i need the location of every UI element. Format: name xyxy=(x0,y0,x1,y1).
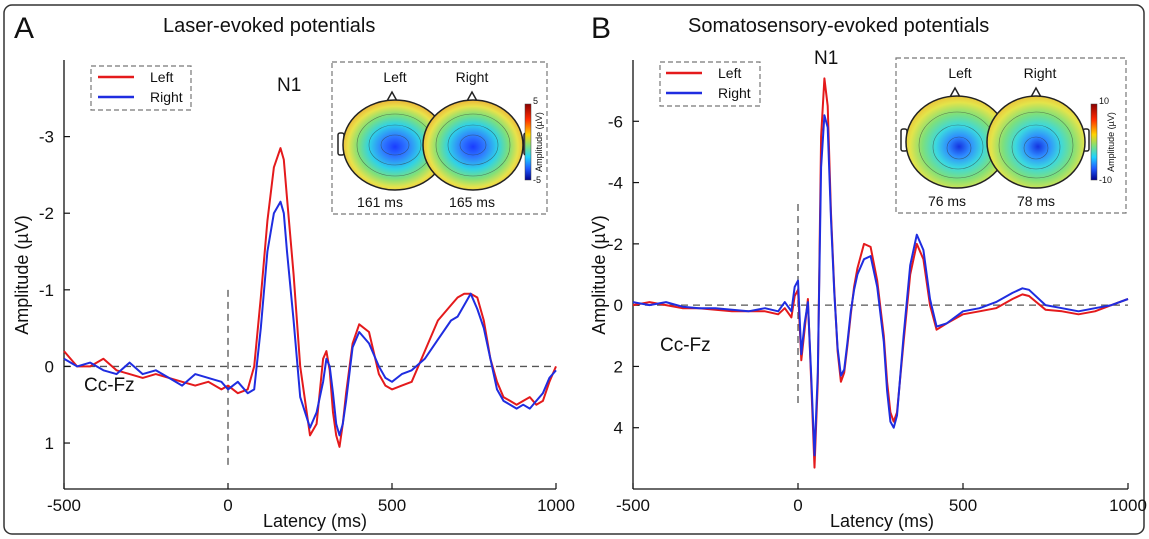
panel-b-legend-right: Right xyxy=(718,85,751,101)
panel-b-ytick-label: -4 xyxy=(608,174,623,193)
panel-a-letter: A xyxy=(14,12,34,45)
panel-b-ylabel: Amplitude (µV) xyxy=(589,215,609,334)
panel-a-xtick-label: 1000 xyxy=(537,496,575,515)
panel-b-xtick-label: 0 xyxy=(793,496,802,515)
panel-a-ylabel: Amplitude (µV) xyxy=(12,215,32,334)
panel-a-series-right xyxy=(63,200,557,437)
panel-b-cbar-label: Amplitude (µV) xyxy=(1106,112,1116,172)
panel-a-ytick-label: -2 xyxy=(39,204,54,223)
panel-a-colorbar xyxy=(524,103,532,181)
panel-b-series xyxy=(632,77,1129,469)
panel-a-legend-right: Right xyxy=(150,89,183,105)
panel-b-n1-label: N1 xyxy=(814,48,838,69)
panel-a: A Laser-evoked potentials Amplitude (µV)… xyxy=(12,12,575,531)
panel-a-xlabel: Latency (ms) xyxy=(263,511,367,531)
panel-b-topo-time-left: 76 ms xyxy=(928,193,966,209)
panel-b-topo-inset: Left Right 10 -10 Amplitude (µV) xyxy=(895,57,1127,214)
panel-b-ytick-label: -6 xyxy=(608,112,623,131)
panel-a-n1-label: N1 xyxy=(277,75,301,96)
panel-b-xtick-label: 500 xyxy=(949,496,977,515)
panel-a-xtick-label: 0 xyxy=(223,496,232,515)
panel-b-topo-time-right: 78 ms xyxy=(1017,193,1055,209)
panel-a-ytick-label: -3 xyxy=(39,128,54,147)
panel-b-title: Somatosensory-evoked potentials xyxy=(688,15,989,37)
panel-b-cbar-max: 10 xyxy=(1099,96,1109,106)
panel-a-series xyxy=(63,147,557,448)
panel-b-letter: B xyxy=(591,12,611,45)
panel-a-ticks: -500 0 500 1000 -3 -2 -1 0 1 xyxy=(39,128,575,515)
panel-b-ytick-label: 4 xyxy=(614,419,623,438)
panel-a-topo-inset: Left Right 5 -5 xyxy=(331,61,548,215)
panel-a-legend-box xyxy=(90,65,192,111)
panel-b-ytick-label: -2 xyxy=(608,235,623,254)
panel-a-topo-time-right: 165 ms xyxy=(449,194,495,210)
panel-b-ytick-label: 0 xyxy=(614,296,623,315)
panel-b-legend-box xyxy=(659,61,761,107)
panel-a-cbar-min: -5 xyxy=(533,175,541,185)
panel-a-ytick-label: -1 xyxy=(39,281,54,300)
panel-b-legend: Left Right xyxy=(659,61,761,107)
panel-b-channel-label: Cc-Fz xyxy=(660,335,711,356)
panel-a-title: Laser-evoked potentials xyxy=(163,15,375,37)
panel-a-topo-label-left: Left xyxy=(383,69,406,85)
panel-b-legend-left: Left xyxy=(718,65,741,81)
panel-b-colorbar xyxy=(1090,103,1098,181)
panel-a-topo-label-right: Right xyxy=(456,69,489,85)
panel-b-ytick-label: 2 xyxy=(614,357,623,376)
panel-a-axes xyxy=(63,60,556,490)
panel-a-legend-left: Left xyxy=(150,69,173,85)
panel-a-topo-time-left: 161 ms xyxy=(357,194,403,210)
panel-a-channel-label: Cc-Fz xyxy=(84,375,135,396)
panel-a-xtick-label: -500 xyxy=(47,496,81,515)
panel-b-xlabel: Latency (ms) xyxy=(830,511,934,531)
panel-b-topo-right xyxy=(986,86,1090,189)
panel-a-xtick-label: 500 xyxy=(378,496,406,515)
panel-a-ytick-label: 1 xyxy=(45,434,54,453)
panel-a-legend: Left Right xyxy=(90,65,192,111)
panel-a-ytick-label: 0 xyxy=(45,357,54,376)
panel-b-topo-label-right: Right xyxy=(1024,65,1057,81)
panel-a-cbar-max: 5 xyxy=(533,96,538,106)
panel-b-series-right xyxy=(632,114,1129,457)
panel-b-xtick-label: -500 xyxy=(616,496,650,515)
panel-b-xtick-label: 1000 xyxy=(1109,496,1147,515)
panel-a-cbar-label: Amplitude (µV) xyxy=(534,112,544,172)
panel-b-topo-label-left: Left xyxy=(948,65,971,81)
figure-frame xyxy=(3,4,1145,535)
panel-b: B Somatosensory-evoked potentials Amplit… xyxy=(589,12,1147,531)
panel-b-cbar-min: -10 xyxy=(1099,175,1112,185)
panel-b-ticks: -500 0 500 1000 -6 -4 -2 0 2 4 xyxy=(608,112,1147,515)
